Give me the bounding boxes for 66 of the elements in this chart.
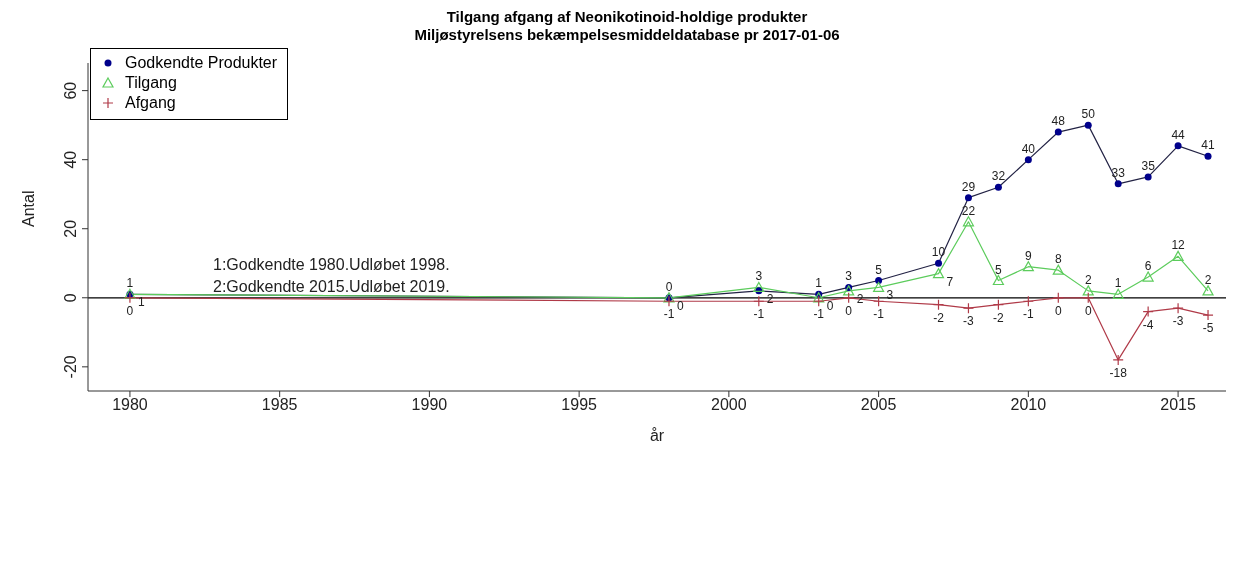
y-tick-label: -20 [62,355,79,379]
data-label: 12 [1171,238,1186,253]
legend-label: Tilgang [125,73,177,93]
y-tick-label: 20 [62,219,79,238]
data-label: 32 [991,169,1006,184]
y-tick-label: 0 [62,293,79,303]
data-label: 7 [946,274,954,289]
x-tick-label: 2015 [1160,396,1196,414]
data-label: 0 [665,279,673,294]
annotation: 1:Godkendte 1980.Udløbet 1998. [213,256,450,274]
data-label: -1 [1023,307,1035,322]
legend-label: Godkendte Produkter [125,53,278,73]
data-label: 50 [1081,107,1096,122]
data-label: 48 [1051,114,1066,129]
data-label: -1 [753,307,765,322]
x-tick-label: 1985 [261,396,298,414]
data-label: 1 [815,276,823,291]
data-label: 35 [1141,158,1156,173]
x-tick-label: 2005 [860,396,897,414]
y-tick-label: 60 [62,81,79,100]
data-label: 29 [961,179,976,194]
data-label: 0 [1054,303,1062,318]
y-tick-label: 40 [62,150,79,169]
data-label: 1 [137,295,145,310]
data-label: 1 [126,276,134,291]
data-label: 3 [845,269,853,284]
data-label: -1 [813,307,825,322]
data-label: -3 [963,314,975,329]
chart-title: Tilgang afgang af Neonikotinoid-holdige produkter [445,8,809,26]
data-label: -1 [663,307,675,322]
annotation: 2:Godkendte 2015.Udløbet 2019. [213,278,450,296]
data-label: -4 [1142,317,1154,332]
chart-subtitle: Miljøstyrelsens bekæmpelsesmiddeldatabase pr 2017-01-06 [413,26,841,44]
legend-label: Afgang [125,93,176,113]
data-label: 0 [126,303,134,318]
data-label: 6 [1144,259,1152,274]
x-tick-label: 1995 [561,396,598,414]
data-label: 33 [1111,165,1126,180]
y-axis-title: Antal [19,190,37,227]
data-label: -1 [873,307,885,322]
data-label: -2 [993,310,1005,325]
x-axis-title: år [649,427,665,444]
data-label: -5 [1202,321,1214,336]
x-tick-label: 2010 [1010,396,1047,414]
data-label: 3 [755,269,763,284]
data-label: 22 [961,203,976,218]
data-label: 8 [1054,252,1062,267]
data-label: 0 [1084,303,1092,318]
data-label: 41 [1201,138,1216,153]
data-label: 1 [1114,276,1122,291]
x-tick-label: 1990 [411,396,448,414]
data-label: 44 [1171,127,1186,142]
data-label: 2 [1084,272,1092,287]
data-label: 40 [1021,141,1036,156]
data-label: 5 [995,262,1003,277]
data-label: 0 [845,303,853,318]
data-label: -2 [933,310,945,325]
data-label: 9 [1025,248,1032,263]
x-tick-label: 2000 [711,396,747,414]
data-label: -18 [1109,365,1128,380]
data-label: 2 [1204,272,1212,287]
data-label: 0 [826,298,834,313]
data-label: 0 [676,298,684,313]
data-label: 5 [875,262,883,277]
data-label: -3 [1172,314,1184,329]
x-tick-label: 1980 [112,396,148,414]
